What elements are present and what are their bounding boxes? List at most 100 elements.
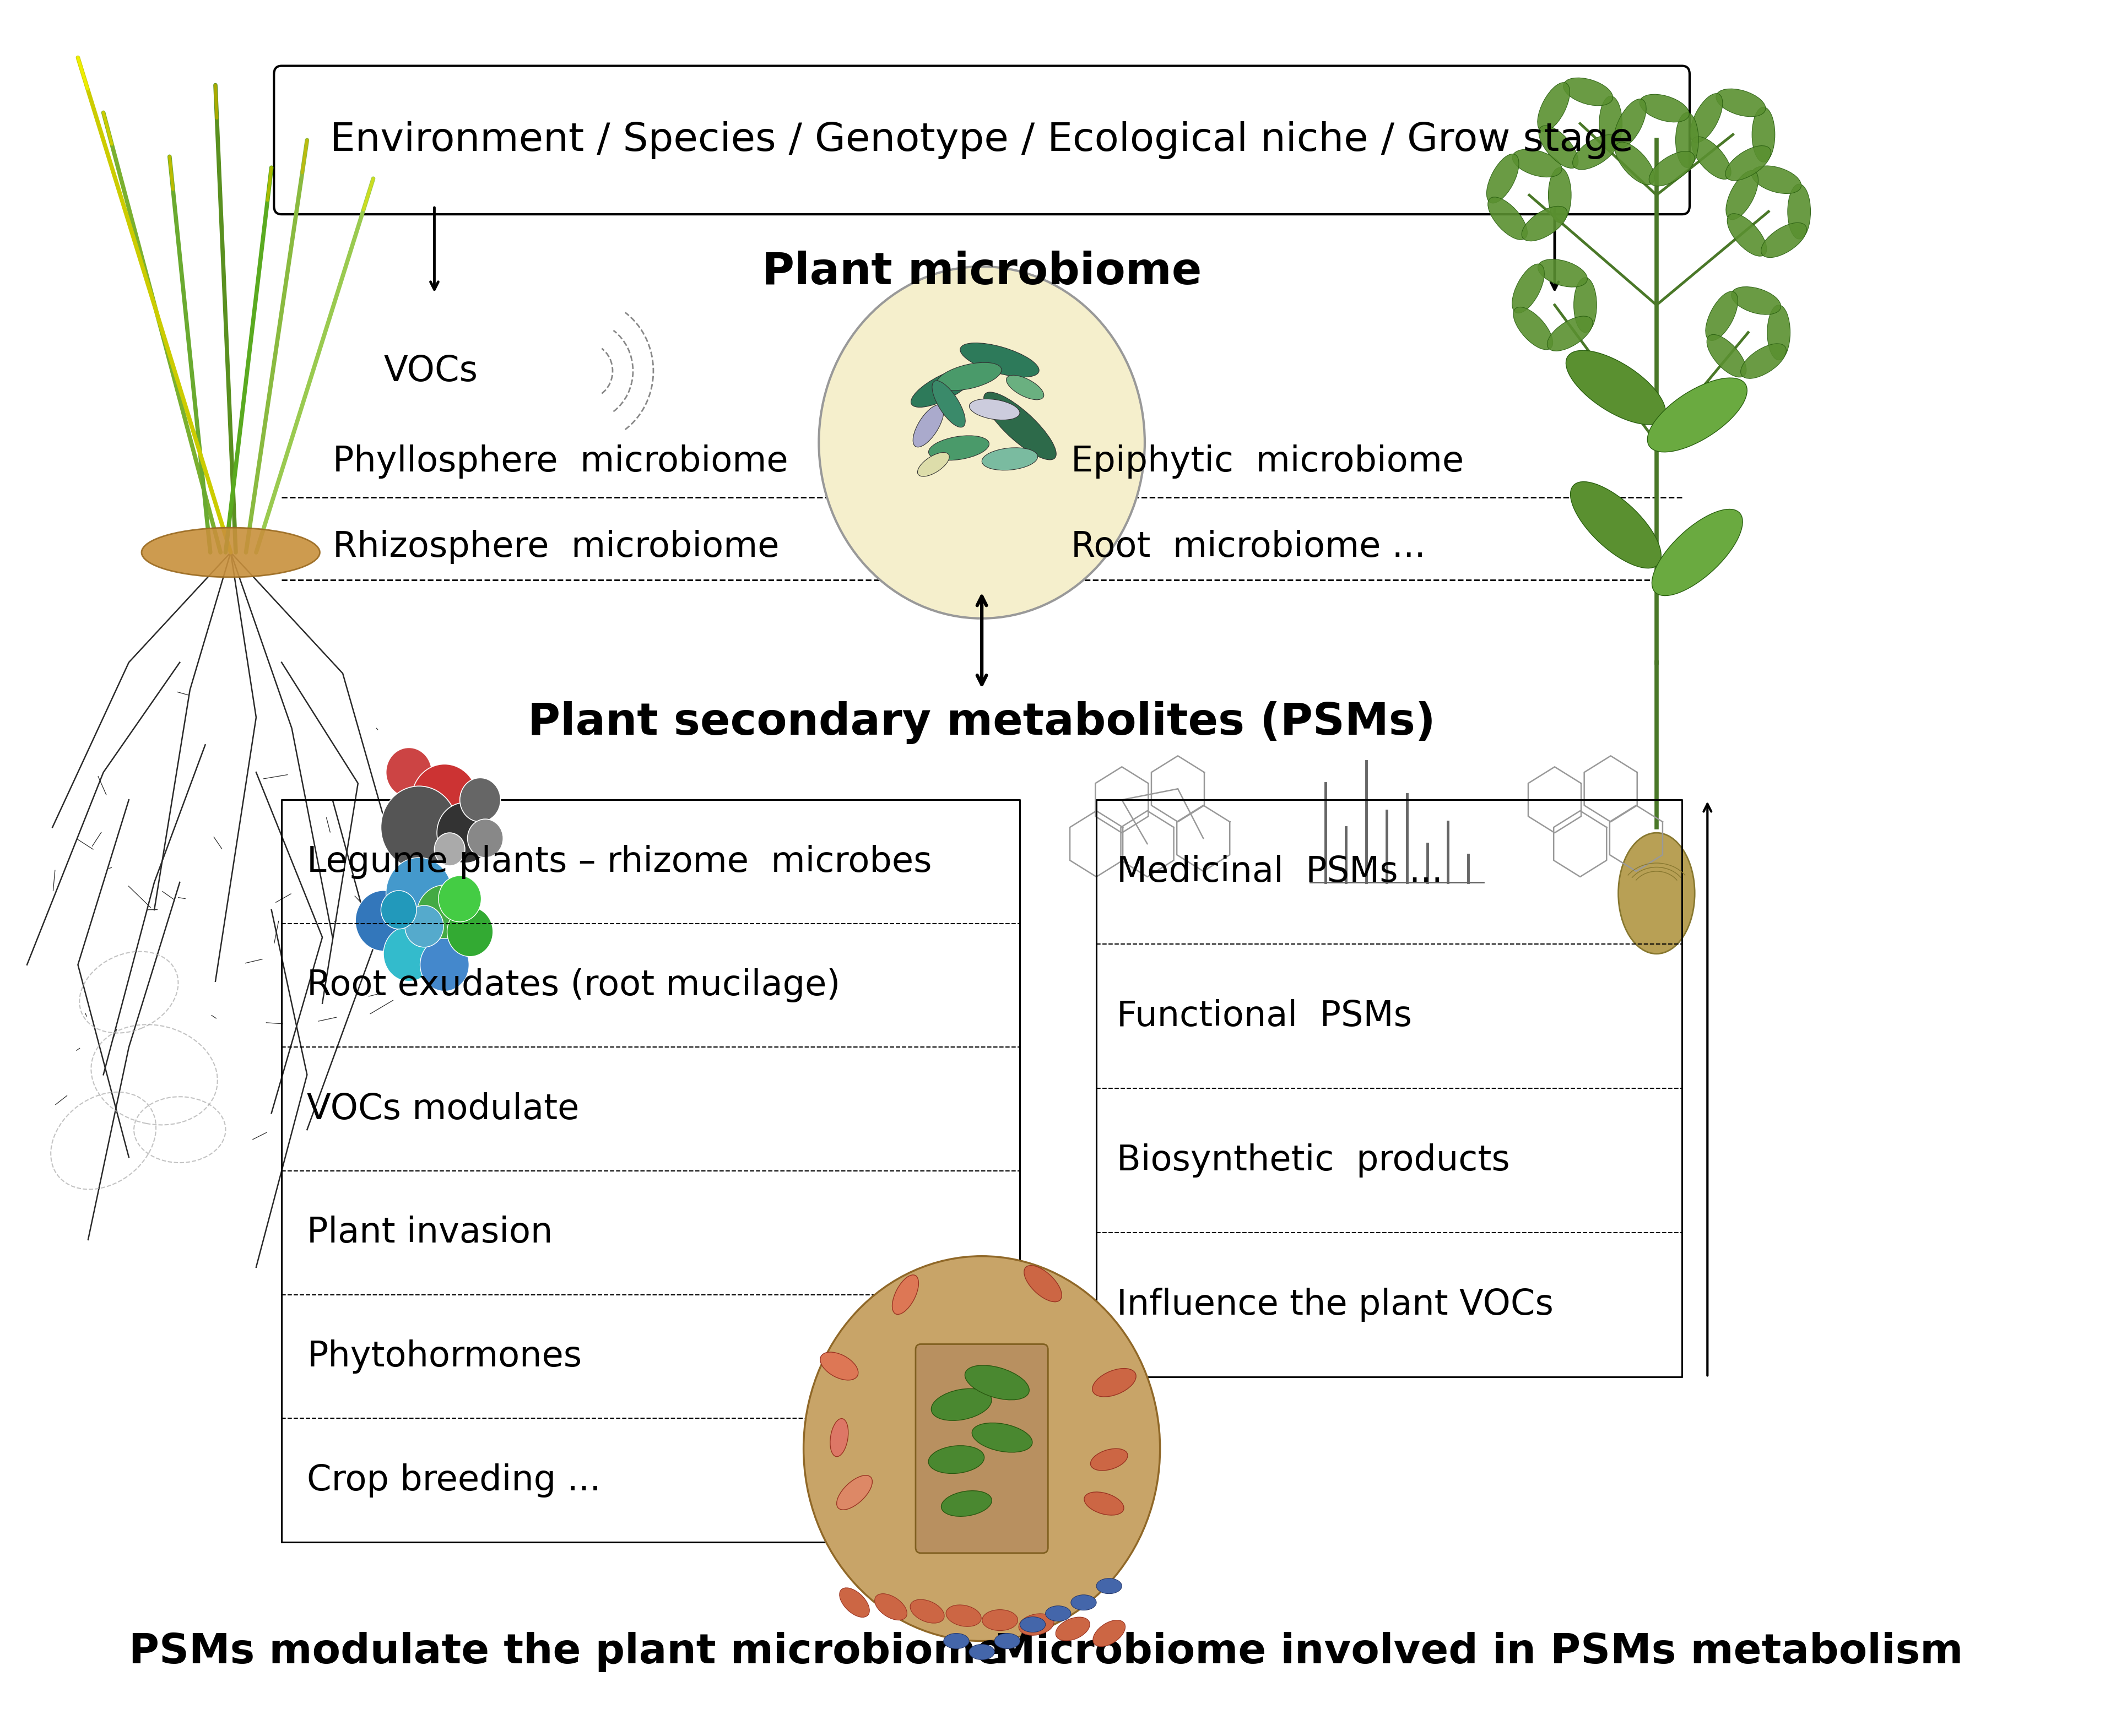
Ellipse shape [910,1599,944,1623]
Ellipse shape [984,392,1056,460]
Circle shape [416,885,473,946]
Ellipse shape [1648,151,1695,186]
Circle shape [384,927,435,981]
Ellipse shape [929,1446,984,1474]
Text: Plant microbiome: Plant microbiome [761,250,1203,293]
Ellipse shape [874,1594,908,1620]
Circle shape [819,267,1145,618]
Text: VOCs modulate: VOCs modulate [308,1092,579,1127]
Ellipse shape [1487,198,1527,240]
Ellipse shape [1005,375,1044,399]
Circle shape [386,748,433,797]
Text: Plant invasion: Plant invasion [308,1215,554,1250]
Ellipse shape [961,344,1039,377]
Ellipse shape [142,528,320,576]
Circle shape [386,858,452,929]
Ellipse shape [1616,142,1654,184]
Ellipse shape [1618,833,1695,953]
Ellipse shape [1690,94,1722,142]
Ellipse shape [1092,1368,1137,1397]
Circle shape [439,875,481,922]
Text: Functional  PSMs: Functional PSMs [1118,1000,1413,1033]
Text: Environment / Species / Genotype / Ecological niche / Grow stage: Environment / Species / Genotype / Ecolo… [331,122,1633,160]
Ellipse shape [1726,170,1758,220]
Ellipse shape [1572,135,1618,170]
Circle shape [405,906,443,948]
Circle shape [460,778,501,821]
Ellipse shape [1090,1448,1128,1470]
Text: Epiphytic  microbiome: Epiphytic microbiome [1071,444,1463,479]
Ellipse shape [1726,214,1767,257]
Ellipse shape [937,363,1001,391]
Ellipse shape [912,404,944,448]
Ellipse shape [1574,278,1597,333]
Ellipse shape [942,1491,993,1516]
Circle shape [420,939,469,991]
Ellipse shape [1024,1266,1063,1302]
Ellipse shape [1565,351,1665,425]
Ellipse shape [821,1352,859,1380]
Text: PSMs modulate the plant microbiome: PSMs modulate the plant microbiome [129,1632,1003,1672]
Ellipse shape [1538,125,1578,168]
Ellipse shape [1046,1606,1071,1621]
Ellipse shape [1020,1616,1046,1632]
Ellipse shape [1752,165,1801,194]
Circle shape [356,891,411,951]
Ellipse shape [1614,99,1646,148]
Ellipse shape [971,1424,1033,1453]
Text: Rhizosphere  microbiome: Rhizosphere microbiome [333,529,778,564]
Ellipse shape [840,1588,870,1618]
Ellipse shape [893,1274,918,1314]
Circle shape [411,764,477,835]
Text: Medicinal  PSMs ...: Medicinal PSMs ... [1118,854,1442,889]
Text: Crop breeding ...: Crop breeding ... [308,1463,600,1496]
Ellipse shape [829,1418,848,1457]
Ellipse shape [995,1634,1020,1649]
Text: Legume plants – rhizome  microbes: Legume plants – rhizome microbes [308,845,931,878]
Ellipse shape [982,448,1037,470]
Circle shape [448,906,492,957]
Ellipse shape [1648,378,1748,451]
Ellipse shape [1548,168,1572,222]
Ellipse shape [1092,1620,1126,1646]
Ellipse shape [931,380,965,427]
Circle shape [382,786,458,868]
Ellipse shape [1521,207,1567,241]
FancyBboxPatch shape [274,66,1690,214]
Ellipse shape [1693,137,1731,179]
Ellipse shape [918,453,950,476]
Ellipse shape [982,1609,1018,1630]
Ellipse shape [1752,108,1775,161]
Ellipse shape [1538,259,1587,286]
Ellipse shape [836,1476,872,1510]
Ellipse shape [1018,1614,1054,1635]
Ellipse shape [1707,335,1746,377]
Circle shape [435,833,464,866]
Text: Biosynthetic  products: Biosynthetic products [1118,1144,1510,1177]
Ellipse shape [1097,1578,1122,1594]
Ellipse shape [1640,94,1688,122]
Ellipse shape [946,1604,982,1627]
Ellipse shape [1731,286,1782,314]
Ellipse shape [1741,344,1786,378]
Ellipse shape [1570,481,1661,568]
Ellipse shape [1652,509,1743,595]
Ellipse shape [1056,1618,1090,1641]
Ellipse shape [910,368,976,408]
Circle shape [437,802,492,863]
Ellipse shape [1538,83,1570,132]
FancyBboxPatch shape [916,1344,1048,1554]
Ellipse shape [1071,1595,1097,1611]
Ellipse shape [1767,306,1790,359]
Ellipse shape [1563,78,1612,106]
Text: VOCs: VOCs [384,354,477,389]
Ellipse shape [1599,95,1623,151]
Ellipse shape [1705,292,1737,340]
Ellipse shape [929,436,988,460]
Text: Root  microbiome ...: Root microbiome ... [1071,529,1425,564]
Ellipse shape [944,1634,969,1649]
Ellipse shape [1788,184,1811,240]
Ellipse shape [1676,113,1699,168]
Circle shape [382,891,416,929]
Ellipse shape [1084,1491,1124,1516]
